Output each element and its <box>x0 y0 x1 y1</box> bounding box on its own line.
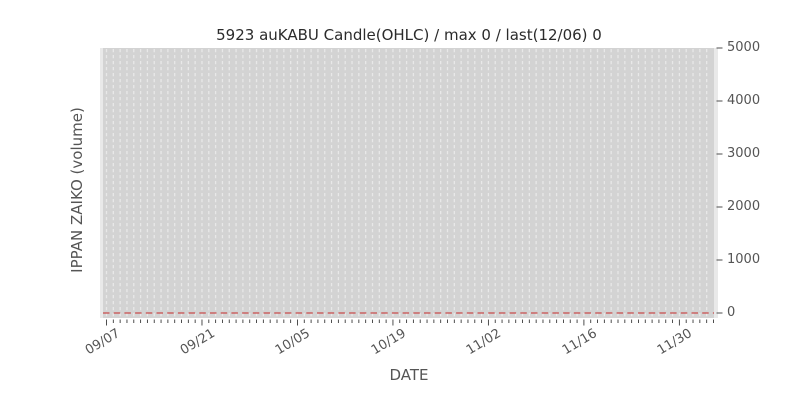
x-axis-label: DATE <box>389 366 429 384</box>
y-tick-label: 3000 <box>727 146 761 161</box>
y-tick-label: 2000 <box>727 199 761 214</box>
y-tick-label: 0 <box>727 305 736 320</box>
chart-title: 5923 auKABU Candle(OHLC) / max 0 / last(… <box>216 26 602 44</box>
y-tick-label: 1000 <box>727 252 761 267</box>
y-tick-label: 5000 <box>727 40 761 55</box>
y-tick-label: 4000 <box>727 93 761 108</box>
